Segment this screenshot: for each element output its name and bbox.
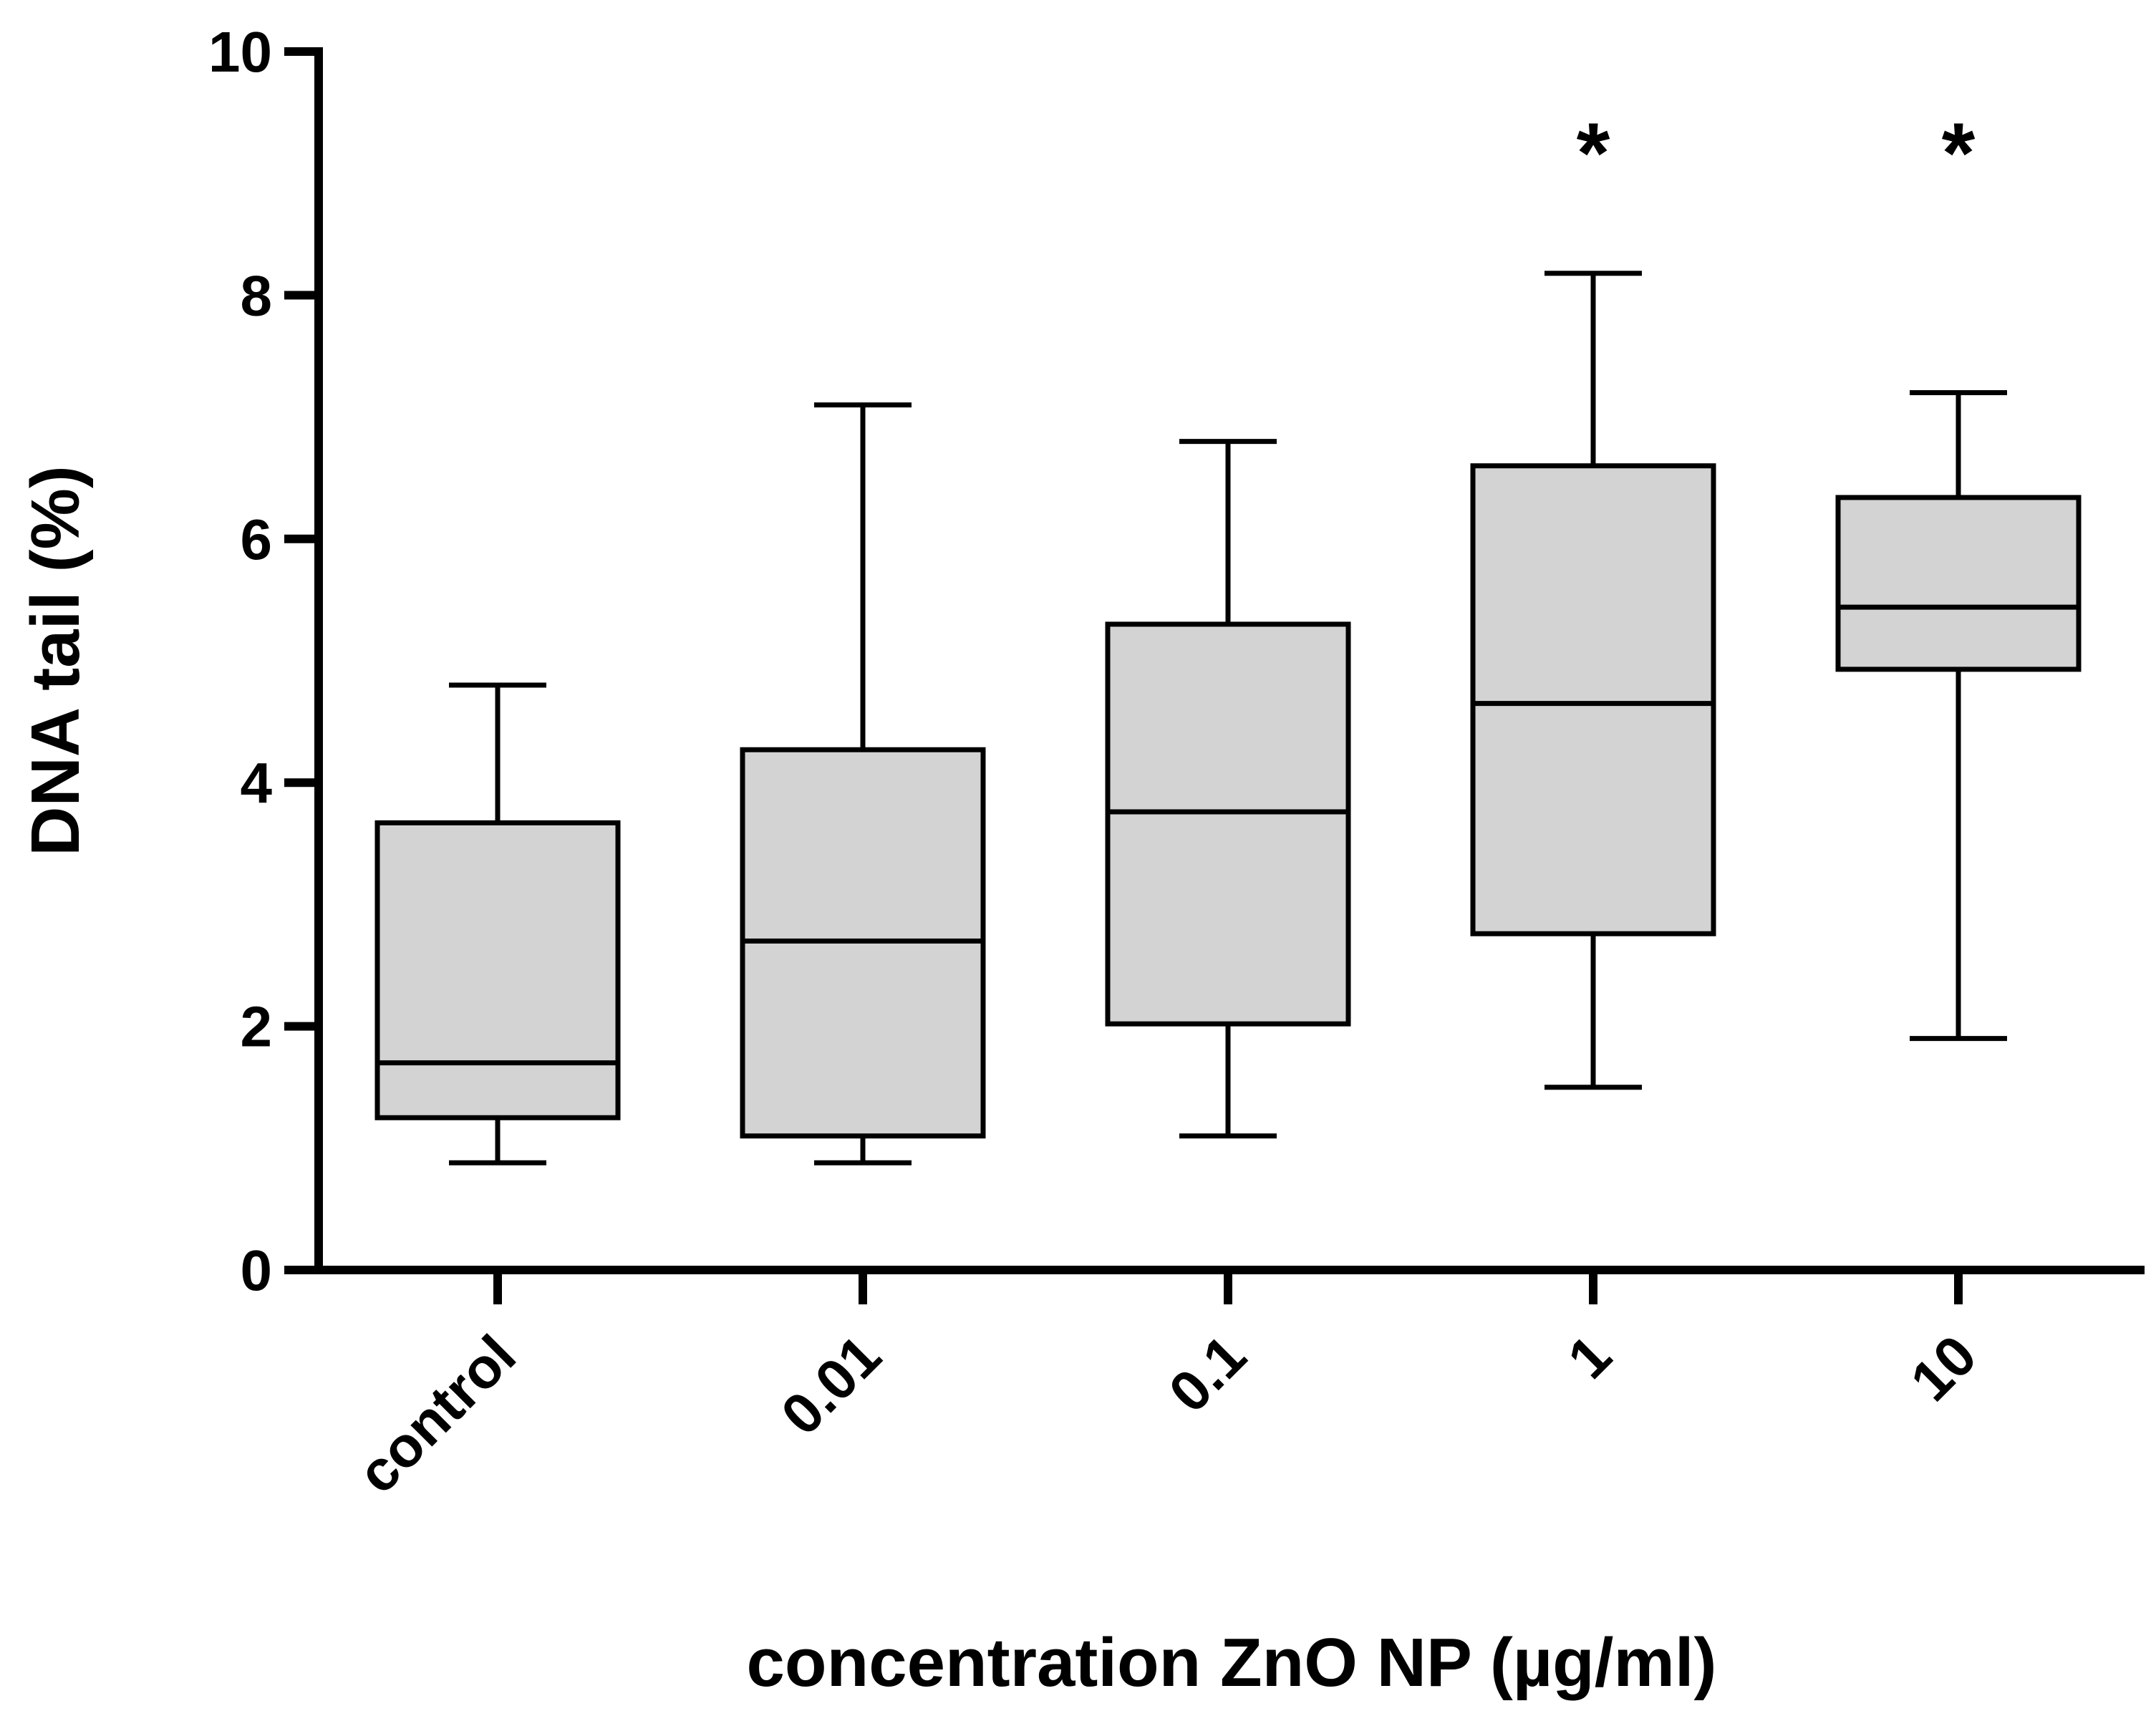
y-tick-label: 0 (241, 1238, 273, 1302)
iqr-box (1835, 495, 2082, 672)
significance-marker: * (1942, 105, 1976, 201)
iqr-box (1470, 463, 1716, 936)
box-group (374, 682, 621, 1165)
x-tick-label: 1 (1556, 1323, 1623, 1390)
y-axis-title: DNA tail (%) (17, 465, 94, 856)
box-group: * (1470, 105, 1716, 1090)
box-group (740, 402, 986, 1165)
y-axis: 0 2 4 6 8 10 (208, 20, 323, 1302)
x-axis: control 0.01 0.1 1 10 (314, 1266, 2145, 1506)
box-series: * * (374, 105, 2082, 1165)
y-tick-label: 4 (241, 751, 273, 815)
y-tick-label: 10 (208, 20, 272, 84)
iqr-box (1105, 621, 1351, 1027)
y-tick-label: 8 (241, 263, 273, 327)
y-tick-label: 2 (241, 995, 273, 1059)
x-tick-label: 0.1 (1156, 1323, 1258, 1425)
significance-marker: * (1577, 105, 1610, 201)
x-tick-label: 0.01 (769, 1323, 893, 1447)
box-group (1105, 439, 1351, 1139)
x-axis-title: concentration ZnO NP (µg/ml) (747, 1624, 1717, 1701)
iqr-box (374, 820, 621, 1120)
x-tick-label: 10 (1898, 1323, 1988, 1413)
y-tick-label: 6 (241, 508, 273, 571)
box-group: * (1835, 105, 2082, 1042)
x-tick-label: control (345, 1323, 528, 1506)
